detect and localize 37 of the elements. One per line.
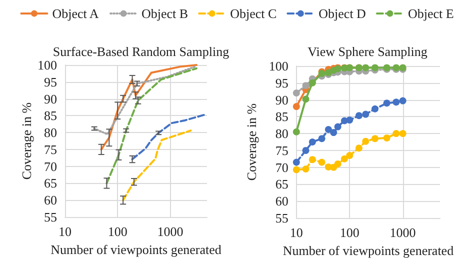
y-tick-label: 65 [275, 176, 288, 192]
y-tick-label: 85 [275, 109, 288, 124]
y-tick-label: 55 [44, 210, 57, 224]
y-tick-label: 75 [44, 142, 57, 157]
y-axis-title: Coverage in % [19, 102, 34, 180]
y-tick-label: 100 [38, 58, 57, 72]
legend-label: Object E [408, 6, 454, 21]
chart-title: View Sphere Sampling [308, 44, 428, 59]
legend-label: Object A [52, 6, 100, 21]
y-tick-label: 80 [275, 126, 288, 142]
legend-label: Object C [230, 6, 277, 21]
y-tick-label: 60 [44, 192, 57, 208]
x-tick-label: 100 [108, 224, 128, 239]
y-tick-label: 55 [275, 210, 288, 226]
x-tick-label: 10 [290, 225, 303, 240]
y-tick-label: 65 [44, 176, 57, 191]
x-tick-label: 1000 [157, 224, 184, 239]
x-tick-label: 10 [58, 224, 72, 239]
y-tick-label: 75 [275, 142, 288, 158]
legend-label: Object D [318, 6, 366, 21]
y-tick-label: 95 [44, 74, 57, 90]
x-tick-label: 1000 [390, 225, 416, 240]
y-tick-label: 70 [275, 160, 288, 175]
y-tick-label: 60 [275, 194, 288, 209]
y-tick-label: 95 [275, 75, 288, 90]
y-tick-label: 70 [44, 158, 57, 174]
x-tick-label: 100 [340, 225, 360, 240]
y-tick-label: 85 [44, 108, 57, 124]
x-axis-title: Number of viewpoints generated [282, 242, 454, 258]
x-axis-title: Number of viewpoints generated [50, 242, 222, 257]
y-tick-label: 100 [268, 58, 288, 74]
y-tick-label: 90 [275, 92, 288, 108]
y-tick-label: 90 [44, 91, 57, 106]
y-axis-title: Coverage in % [244, 103, 259, 181]
chart-title: Surface-Based Random Sampling [52, 44, 230, 59]
legend-label: Object B [142, 6, 188, 21]
y-tick-label: 80 [44, 125, 57, 140]
